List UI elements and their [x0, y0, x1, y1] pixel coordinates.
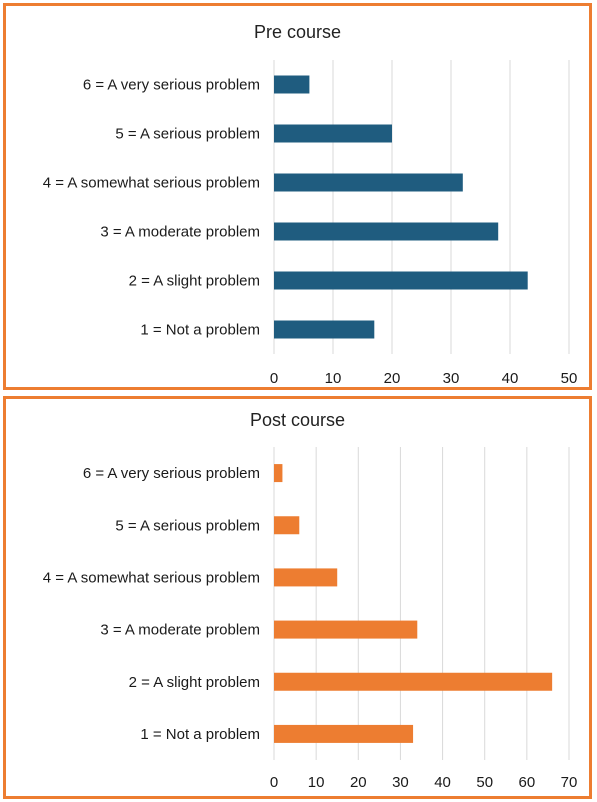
pre-course-chart: 6 = A very serious problem 5 = A serious … [43, 60, 578, 387]
category-label: 3 = A moderate problem [100, 224, 260, 241]
tick-label: 30 [392, 774, 409, 791]
bar [274, 124, 392, 143]
tick-label: 20 [384, 370, 401, 387]
tick-label: 20 [350, 774, 367, 791]
bar [274, 320, 375, 339]
tick-label: 0 [270, 370, 278, 387]
bar [274, 724, 414, 743]
category-label: 1 = Not a problem [140, 726, 260, 743]
category-label: 6 = A very serious problem [83, 465, 260, 482]
bar [274, 672, 553, 691]
category-label: 2 = A slight problem [129, 674, 260, 691]
bar [274, 222, 499, 241]
tick-label: 40 [502, 370, 519, 387]
tick-label: 40 [434, 774, 451, 791]
tick-label: 50 [561, 370, 578, 387]
bar [274, 271, 528, 290]
chart-title: Post course [249, 410, 346, 430]
category-label: 5 = A serious problem [115, 126, 260, 143]
tick-label: 60 [519, 774, 536, 791]
bar [274, 173, 463, 192]
bar [274, 464, 283, 483]
category-label: 4 = A somewhat serious problem [43, 175, 260, 192]
post-course-chart: 6 = A very serious problem 5 = A serious … [43, 447, 578, 791]
pre-course-panel: Pre course 6 = A very serious problem 5 =… [3, 3, 592, 390]
bar [274, 568, 338, 587]
category-label: 6 = A very serious problem [83, 77, 260, 94]
post-course-panel: Post course 6 = A very serious problem 5 … [3, 396, 592, 799]
chart-title: Pre course [253, 22, 342, 42]
tick-label: 10 [308, 774, 325, 791]
category-label: 3 = A moderate problem [100, 622, 260, 639]
tick-label: 10 [325, 370, 342, 387]
category-label: 2 = A slight problem [129, 273, 260, 290]
tick-label: 50 [476, 774, 493, 791]
bar [274, 620, 418, 639]
bar [274, 75, 310, 94]
bar [274, 516, 300, 535]
category-label: 5 = A serious problem [115, 517, 260, 534]
category-label: 4 = A somewhat serious problem [43, 569, 260, 586]
tick-label: 70 [561, 774, 578, 791]
tick-label: 0 [270, 774, 278, 791]
tick-label: 30 [443, 370, 460, 387]
category-label: 1 = Not a problem [140, 322, 260, 339]
